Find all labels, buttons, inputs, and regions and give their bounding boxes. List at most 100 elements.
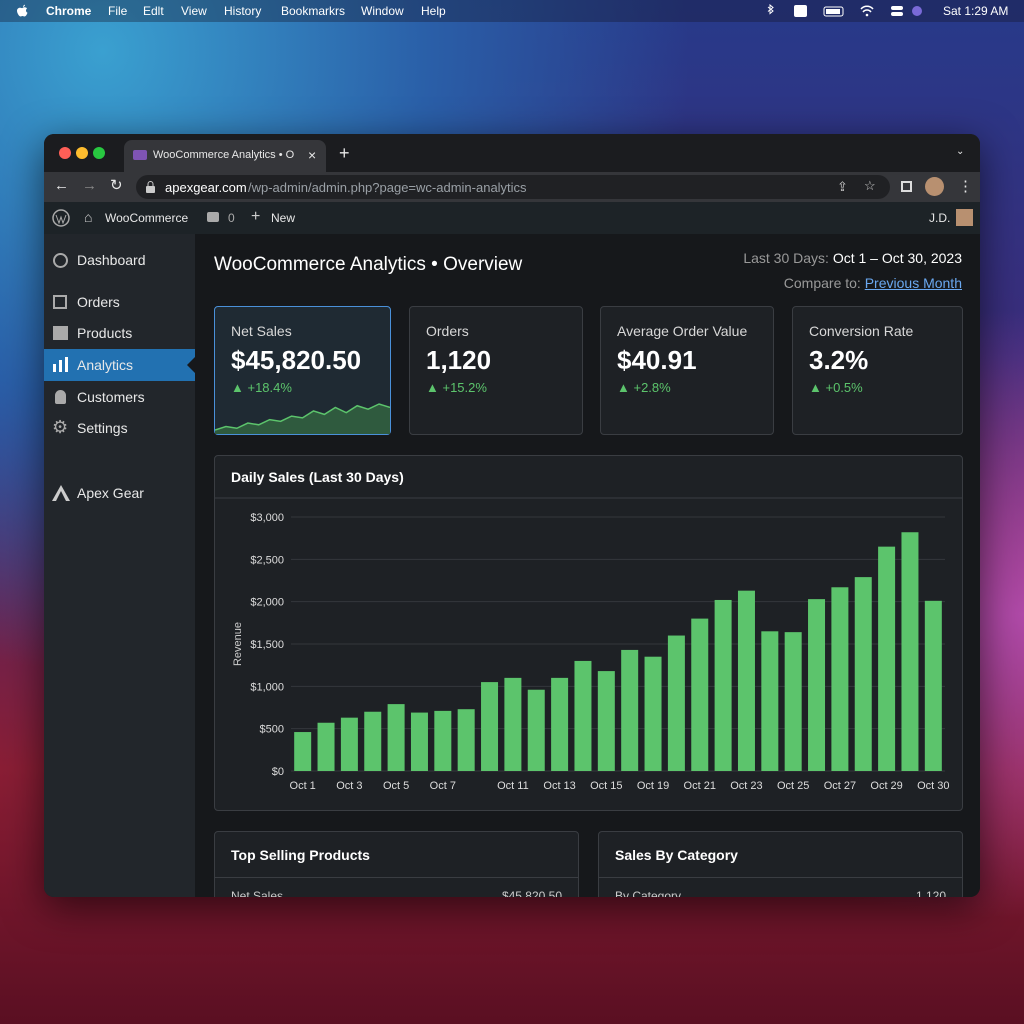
row-label: Net Sales [231, 889, 284, 897]
x-tick-label: Oct 15 [590, 780, 622, 792]
share[interactable]: ⇪ [837, 179, 848, 194]
bar [901, 532, 919, 771]
url-domain: apexgear.com [165, 180, 247, 195]
url-path: /wp-admin/admin.php?page=wc-admin-analyt… [248, 180, 527, 195]
y-tick-label: $0 [272, 766, 284, 778]
forward[interactable]: → [82, 177, 97, 194]
x-tick-label: Oct 25 [777, 780, 809, 792]
row-value: 1,120 [915, 889, 946, 897]
menu-item[interactable]: Bookmarkrs [281, 4, 346, 18]
y-axis-label: Revenue [232, 622, 244, 666]
menu[interactable]: ⋮ [958, 178, 973, 195]
date-range: Last 30 Days: Oct 1 – Oct 30, 2023 [743, 250, 962, 266]
content: WooCommerce Analytics • Overview Last 30… [195, 234, 980, 897]
x-tick-label: Oct 23 [730, 780, 762, 792]
kpi-card[interactable]: Conversion Rate 3.2% ▲ +0.5% [792, 306, 963, 435]
label: 1,120 [426, 345, 492, 375]
compare: Compare to: Previous Month [784, 275, 962, 291]
nav-item[interactable]: Dashboard [44, 244, 195, 276]
x-tick-label: Oct 21 [684, 780, 716, 792]
home-icon: ⌂ [84, 209, 93, 225]
label: Net Sales [231, 323, 292, 339]
chart-panel: Daily Sales (Last 30 Days) Revenue $0 $500 $… [214, 455, 963, 811]
sparkline-fill [215, 404, 390, 434]
compare-link[interactable]: Previous Month [864, 275, 962, 291]
label: +15.2% [442, 380, 487, 395]
label: +2.8% [633, 380, 671, 395]
kpi-card[interactable]: Orders 1,120 ▲ +15.2% [409, 306, 583, 435]
label: Customers [77, 389, 145, 405]
label: Dashboard [77, 252, 146, 268]
bar [644, 656, 662, 771]
bar [761, 631, 779, 771]
side-panel[interactable] [901, 181, 912, 192]
nav-item[interactable]: Products [44, 317, 195, 349]
bar [831, 587, 849, 771]
row-label: By Category [615, 889, 682, 897]
nav-item-active[interactable]: Analytics [44, 349, 195, 381]
tab[interactable]: WooCommerce Analytics • O × [124, 140, 326, 172]
kpi-card[interactable]: Net Sales $45,820.50 ▲ +18.4% [214, 306, 391, 435]
app-menu[interactable]: Chrome [46, 4, 92, 18]
site-name[interactable]: WooCommerce [105, 211, 189, 225]
bookmark[interactable]: ☆ [864, 178, 876, 193]
menu-item[interactable]: Edlt [143, 4, 164, 18]
page-title: WooCommerce Analytics • Overview [214, 254, 523, 275]
toolbar: ← → ↻ apexgear.com /wp-admin/admin.php?p… [44, 172, 980, 202]
x-tick-label: Oct 29 [870, 780, 902, 792]
window-controls[interactable] [58, 146, 108, 160]
label: Settings [77, 420, 128, 436]
sparkline-area [215, 403, 390, 434]
menu-item[interactable]: File [108, 4, 128, 18]
nav-item[interactable]: Orders [44, 286, 195, 318]
back[interactable]: ← [54, 177, 69, 194]
favicon [133, 150, 147, 160]
bar [410, 712, 428, 771]
nav-item[interactable]: Customers [44, 381, 195, 413]
tab-close[interactable]: × [308, 147, 317, 163]
bar [714, 599, 732, 771]
tab-strip: WooCommerce Analytics • O × + ⌄ [44, 134, 980, 172]
sparkline [215, 403, 390, 431]
tab-search[interactable]: ⌄ [956, 146, 965, 157]
bar [808, 599, 826, 771]
menu-item[interactable]: View [181, 4, 207, 18]
table-panel: Sales By Category By Category 1,120 [598, 831, 963, 897]
bar [294, 732, 312, 771]
bar [924, 600, 942, 771]
new-tab[interactable]: + [339, 143, 350, 163]
address-bar[interactable]: apexgear.com /wp-admin/admin.php?page=wc… [136, 175, 890, 199]
user[interactable]: J.D. [929, 211, 951, 225]
label: Apex Gear [77, 485, 144, 501]
brand[interactable]: Apex Gear [44, 477, 195, 509]
panel-title: Sales By Category [615, 847, 738, 863]
bar [878, 546, 896, 771]
label: Conversion Rate [809, 323, 914, 339]
x-tick-label: Oct 13 [543, 780, 575, 792]
label: Orders [77, 294, 120, 310]
comments[interactable]: 0 [228, 211, 235, 225]
menu-item[interactable]: Help [421, 4, 446, 18]
bar [551, 677, 569, 771]
profile[interactable] [925, 177, 944, 196]
menu-bar: Chrome File Edlt View History Bookmarkrs… [0, 0, 1024, 22]
avatar [956, 209, 973, 226]
new[interactable]: New [271, 211, 296, 225]
chart: Daily Sales (Last 30 Days) Revenue $0 $500 $… [215, 469, 962, 792]
menu-item[interactable]: History [224, 4, 262, 18]
y-tick-label: $1,500 [250, 639, 284, 651]
table-panel: Top Selling Products Net Sales $45,820.5… [214, 831, 579, 897]
wp-logo[interactable] [52, 209, 70, 227]
reload[interactable]: ↻ [110, 177, 123, 194]
label: Products [77, 325, 133, 341]
bar [621, 649, 639, 771]
menu-item[interactable]: Window [361, 4, 404, 18]
kpi-card[interactable]: Average Order Value $40.91 ▲ +2.8% [600, 306, 774, 435]
status-icons [767, 4, 922, 17]
bar [574, 660, 592, 771]
nav-item[interactable]: Settings ⚙ [52, 417, 128, 437]
bar [691, 618, 709, 771]
x-tick-label: Oct 30 [917, 780, 949, 792]
bar [504, 677, 522, 771]
clock: Sat 1:29 AM [943, 4, 1009, 18]
